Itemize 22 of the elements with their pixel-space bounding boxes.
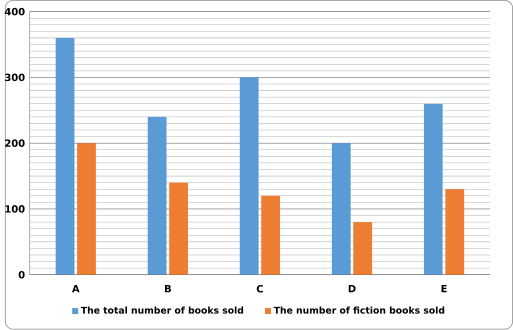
y-tick-label: 100 (6, 205, 25, 213)
y-tick-label: 200 (5, 140, 25, 148)
legend-label: The number of fiction books sold (274, 306, 444, 314)
legend-label: The total number of books sold (80, 306, 244, 314)
x-tick-label: A (72, 285, 80, 292)
bar (332, 143, 351, 275)
y-tick-label: 400 (4, 8, 25, 16)
bar (148, 117, 167, 275)
y-tick-label: 300 (5, 74, 25, 82)
x-tick-label: B (164, 285, 171, 292)
bar (353, 222, 372, 275)
bar (424, 104, 443, 275)
bar (261, 196, 280, 275)
x-tick-label: E (442, 285, 447, 292)
bar (56, 38, 74, 275)
bar (445, 189, 464, 275)
y-tick-label: 0 (18, 271, 25, 279)
bar (169, 182, 188, 275)
x-tick-label: D (348, 285, 356, 292)
bar (77, 143, 96, 275)
bar (240, 78, 259, 275)
x-tick-label: C (256, 285, 263, 293)
